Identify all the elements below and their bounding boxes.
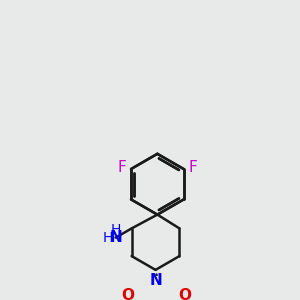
Text: H: H [102,231,112,244]
Text: O: O [178,288,191,300]
Text: N: N [149,273,162,288]
Text: O: O [122,288,134,300]
Text: F: F [188,160,197,175]
Text: H: H [110,223,121,237]
Text: N: N [109,230,122,245]
Text: F: F [118,160,126,175]
